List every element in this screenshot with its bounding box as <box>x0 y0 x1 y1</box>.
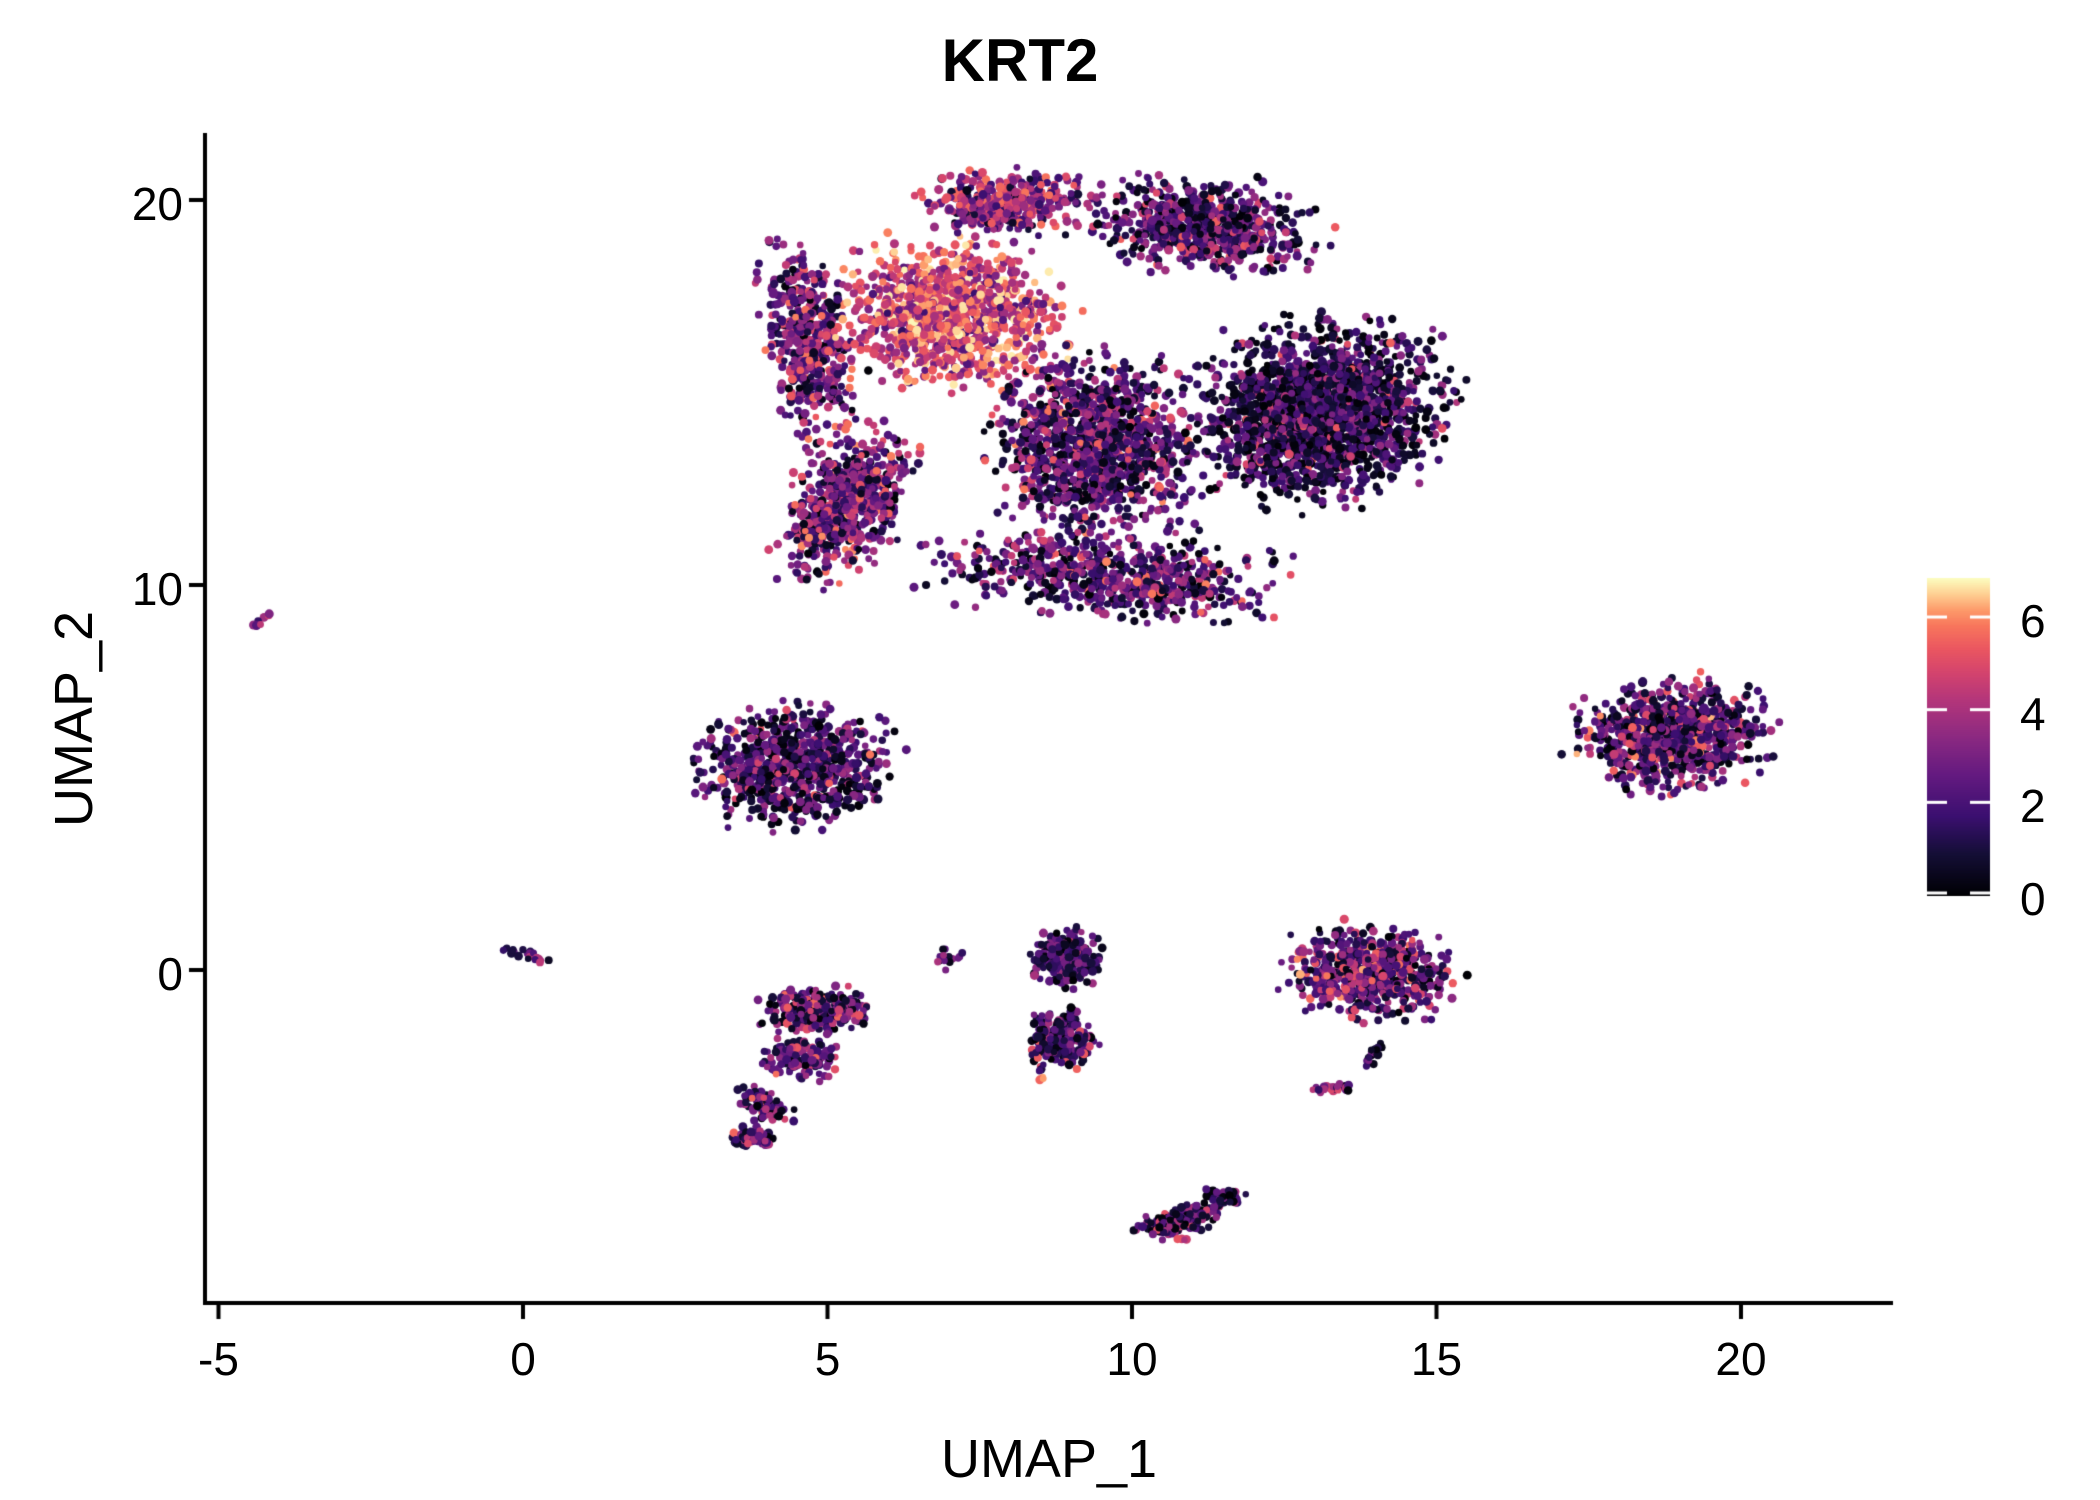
colorbar-tick-label-0: 0 <box>2020 873 2046 925</box>
colorbar-tick-label-4: 4 <box>2020 687 2046 740</box>
x-axis-label: UMAP_1 <box>940 1429 1158 1489</box>
x-tick-label-5: 5 <box>814 1333 841 1385</box>
y-tick-label-20: 20 <box>131 178 183 230</box>
x-tick-label-0: 0 <box>510 1333 536 1385</box>
x-tick-label-15: 15 <box>1410 1333 1463 1385</box>
x-tick-label--5: -5 <box>198 1333 239 1385</box>
x-tick-label-20: 20 <box>1715 1333 1767 1385</box>
y-tick-label-10: 10 <box>131 563 183 615</box>
colorbar-tick-label-2: 2 <box>2020 780 2046 833</box>
colorbar-tick-label-6: 6 <box>2020 595 2046 648</box>
x-tick-label-10: 10 <box>1106 1333 1158 1385</box>
y-tick-label-0: 0 <box>157 948 183 1000</box>
plot-title: KRT2 <box>941 27 1099 94</box>
